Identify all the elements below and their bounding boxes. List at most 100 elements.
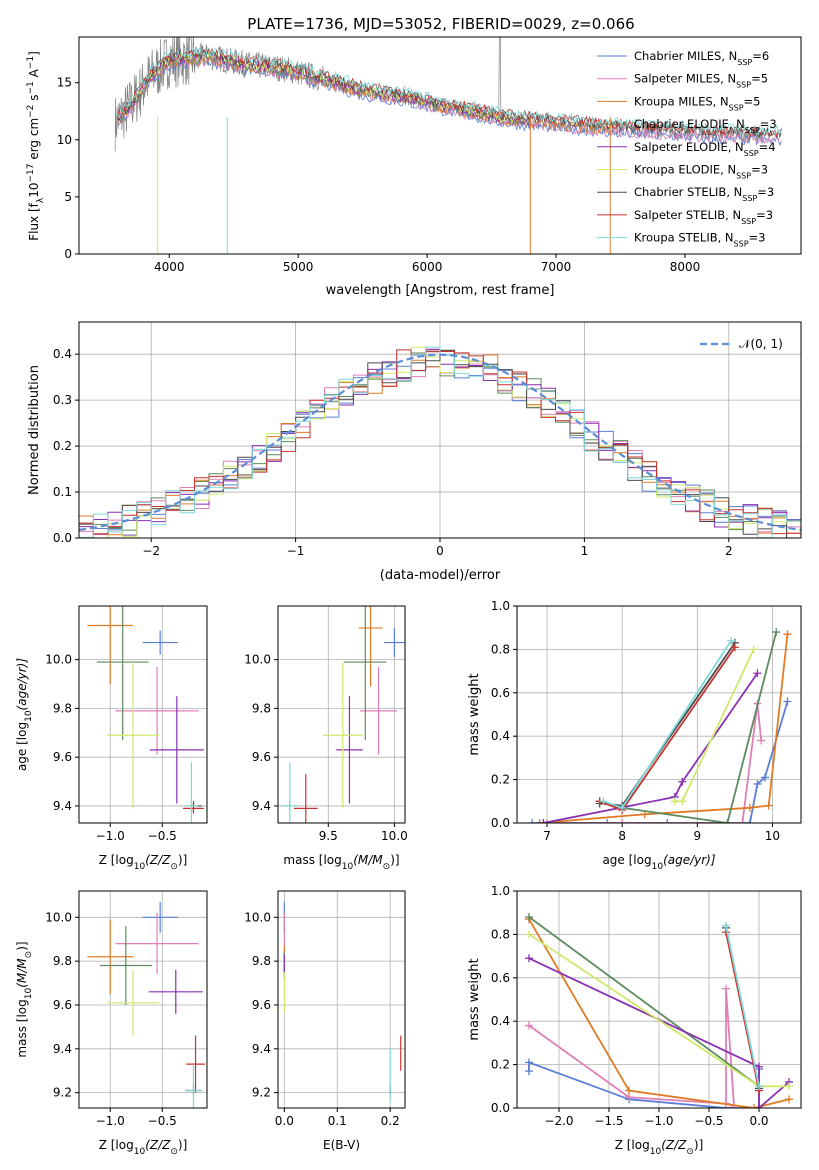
ticks: −2.0 −1.5 −1.0 −0.5 0.0 0.0 0.2 0.4 0.6 0.8 1.0 [491, 884, 769, 1128]
label-part: −1 [26, 81, 36, 94]
label-part: A [27, 68, 41, 81]
y-tick-label: 9.6 [252, 750, 271, 764]
label-part: mass [log [15, 999, 29, 1057]
y-tick-label: 0.6 [491, 686, 510, 700]
label-part: Z [log [99, 1138, 134, 1152]
legend-label-sub: SSP [737, 58, 752, 67]
x-tick-label: 0.1 [328, 1114, 347, 1128]
ticks: −2 −1 0 1 2 0.0 0.1 0.2 0.3 0.4 [53, 347, 733, 558]
plot-area [525, 913, 793, 1108]
label-part: (Z/Z [661, 1138, 687, 1152]
label-part: −1 [26, 56, 36, 69]
legend-label: Kroupa ELODIE, NSSP=3 [634, 163, 768, 181]
label-part: age [log [15, 722, 29, 771]
weight-marker [528, 819, 537, 823]
y-tick-label: 9.6 [53, 998, 72, 1012]
y-tick-label: 0.0 [491, 1101, 510, 1115]
y-tick-label: 0.4 [491, 729, 510, 743]
panel-age-z: −1.0 −0.5 9.4 9.6 9.8 10.0 [45, 605, 208, 843]
y-axis-label: mass weight [467, 673, 482, 755]
weight-marker [525, 913, 533, 922]
x-tick-label: 5000 [283, 260, 314, 274]
weight-marker [678, 777, 687, 786]
errorbar-point [148, 969, 203, 1014]
model-spectrum-line [117, 47, 782, 138]
label-part: ⊙ [383, 862, 391, 872]
x-tick-label: −0.5 [148, 1114, 177, 1128]
legend-label: Chabrier MILES, NSSP=6 [634, 49, 769, 67]
weight-marker [727, 636, 736, 645]
weight-marker [785, 1082, 793, 1091]
x-tick-label: −0.5 [694, 1114, 723, 1128]
errorbar-point [107, 969, 160, 1036]
legend-label-value: =6 [752, 49, 769, 63]
y-axis-label: mass [log10(M/M⊙)] [15, 941, 34, 1057]
legend-label-base: Salpeter ELODIE, N [634, 140, 744, 154]
weight-marker [525, 954, 533, 963]
y-tick-label: 10.0 [244, 653, 271, 667]
weight-line [725, 932, 760, 1091]
weight-line [725, 925, 760, 1087]
y-tick-label: 10 [57, 133, 72, 147]
y-tick-label: 0.3 [53, 393, 72, 407]
x-axis-label: wavelength [Angstrom, rest frame] [326, 283, 555, 298]
legend-label-base: Salpeter MILES, N [634, 72, 736, 86]
weight-marker [755, 1062, 763, 1071]
x-axis-label: (data-model)/error [380, 568, 501, 583]
panel-residuals: −2 −1 0 1 2 0.0 0.1 0.2 0.3 0.4 [53, 321, 802, 558]
x-axis-label: Z [log10(Z/Z⊙)] [99, 853, 188, 872]
plot-area [87, 901, 205, 1108]
x-axis-label: E(B-V) [323, 1138, 360, 1152]
weight-marker [745, 803, 754, 812]
legend-label-base: Kroupa MILES, N [634, 94, 729, 108]
weight-marker [764, 801, 773, 810]
ticks: 7 8 9 10 0.0 0.2 0.4 0.6 0.8 1.0 [491, 599, 780, 843]
y-tick-label: 0.6 [491, 971, 510, 985]
label-part: (Z/Z [145, 853, 171, 867]
panel-weight-age: 7 8 9 10 0.0 0.2 0.4 0.6 0.8 1.0 [491, 599, 802, 843]
weight-marker [745, 819, 754, 823]
weight-line [528, 918, 790, 1108]
weight-line [543, 672, 759, 823]
label-part: s [27, 95, 41, 105]
y-tick-label: 10.0 [244, 910, 271, 924]
y-tick-label: 1.0 [491, 599, 510, 613]
label-part: ] [27, 51, 41, 56]
errorbar-point [336, 696, 363, 804]
weight-marker [760, 773, 769, 782]
weight-line [528, 916, 760, 1088]
weight-series [722, 921, 763, 1091]
legend-label-sub: SSP [734, 239, 749, 248]
legend-label-value: =3 [756, 208, 773, 222]
y-tick-label: 0.8 [491, 642, 510, 656]
x-tick-label: 9 [693, 829, 701, 843]
y-tick-label: 0.8 [491, 927, 510, 941]
x-tick-label: 2 [725, 544, 733, 558]
errorbar-point [115, 912, 199, 975]
y-tick-label: 9.2 [53, 1086, 72, 1100]
x-axis-label: Z [log10(Z/Z⊙)] [99, 1138, 188, 1157]
y-tick-label: 1.0 [491, 884, 510, 898]
label-part: )] [15, 941, 29, 950]
label-part: mass [log [283, 853, 341, 867]
x-tick-label: −2 [142, 544, 160, 558]
legend-label: Salpeter MILES, NSSP=5 [634, 72, 768, 90]
x-tick-label: −1 [287, 544, 305, 558]
weight-series [535, 630, 792, 823]
legend-label-value: =3 [757, 185, 774, 199]
errorbar-point [183, 803, 204, 814]
legend-label-base: Salpeter STELIB, N [634, 208, 741, 222]
y-tick-label: 0.4 [53, 347, 72, 361]
label-part: 10 [652, 862, 664, 872]
weight-marker [525, 1058, 533, 1067]
label-part: )] [694, 1138, 703, 1152]
x-tick-label: −1.0 [644, 1114, 673, 1128]
y-tick-label: 0.0 [491, 816, 510, 830]
weight-marker [755, 1082, 763, 1091]
y-axis-label: Normed distribution [27, 365, 42, 495]
weight-marker [525, 930, 533, 939]
weight-marker [753, 669, 762, 678]
errorbar-point [360, 666, 398, 755]
weight-marker [785, 1095, 793, 1104]
weight-marker [723, 819, 732, 823]
